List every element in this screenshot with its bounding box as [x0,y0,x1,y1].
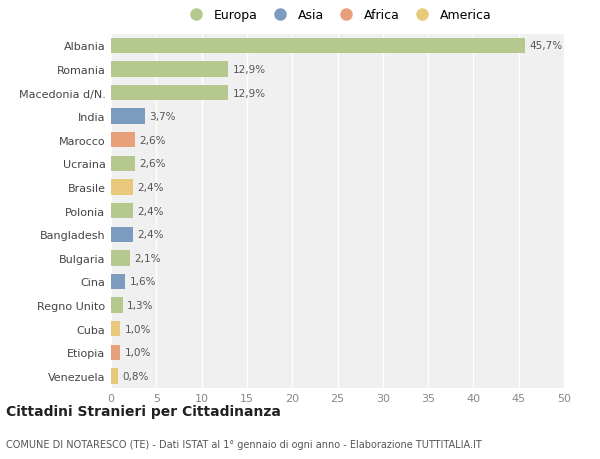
Bar [111,321,120,336]
Bar [111,203,133,219]
Bar [111,227,133,242]
Bar [111,39,525,54]
Text: 1,6%: 1,6% [130,277,157,287]
Text: 3,7%: 3,7% [149,112,176,122]
Text: 1,3%: 1,3% [127,300,154,310]
Text: 1,0%: 1,0% [125,347,151,358]
Text: 2,4%: 2,4% [137,206,164,216]
Text: 45,7%: 45,7% [530,41,563,51]
Text: 2,1%: 2,1% [134,253,161,263]
Text: 1,0%: 1,0% [125,324,151,334]
Bar [111,251,130,266]
Bar [111,62,228,78]
Text: 12,9%: 12,9% [232,88,266,98]
Bar [111,133,134,148]
Bar [111,86,228,101]
Text: 2,4%: 2,4% [137,183,164,193]
Text: 2,4%: 2,4% [137,230,164,240]
Text: COMUNE DI NOTARESCO (TE) - Dati ISTAT al 1° gennaio di ogni anno - Elaborazione : COMUNE DI NOTARESCO (TE) - Dati ISTAT al… [6,440,482,449]
Bar [111,345,120,360]
Bar [111,298,123,313]
Text: 12,9%: 12,9% [232,65,266,75]
Legend: Europa, Asia, Africa, America: Europa, Asia, Africa, America [181,7,494,25]
Bar [111,180,133,195]
Bar [111,157,134,172]
Text: 2,6%: 2,6% [139,159,166,169]
Bar [111,274,125,290]
Text: 2,6%: 2,6% [139,135,166,146]
Bar [111,369,118,384]
Text: Cittadini Stranieri per Cittadinanza: Cittadini Stranieri per Cittadinanza [6,404,281,419]
Bar [111,109,145,124]
Text: 0,8%: 0,8% [123,371,149,381]
